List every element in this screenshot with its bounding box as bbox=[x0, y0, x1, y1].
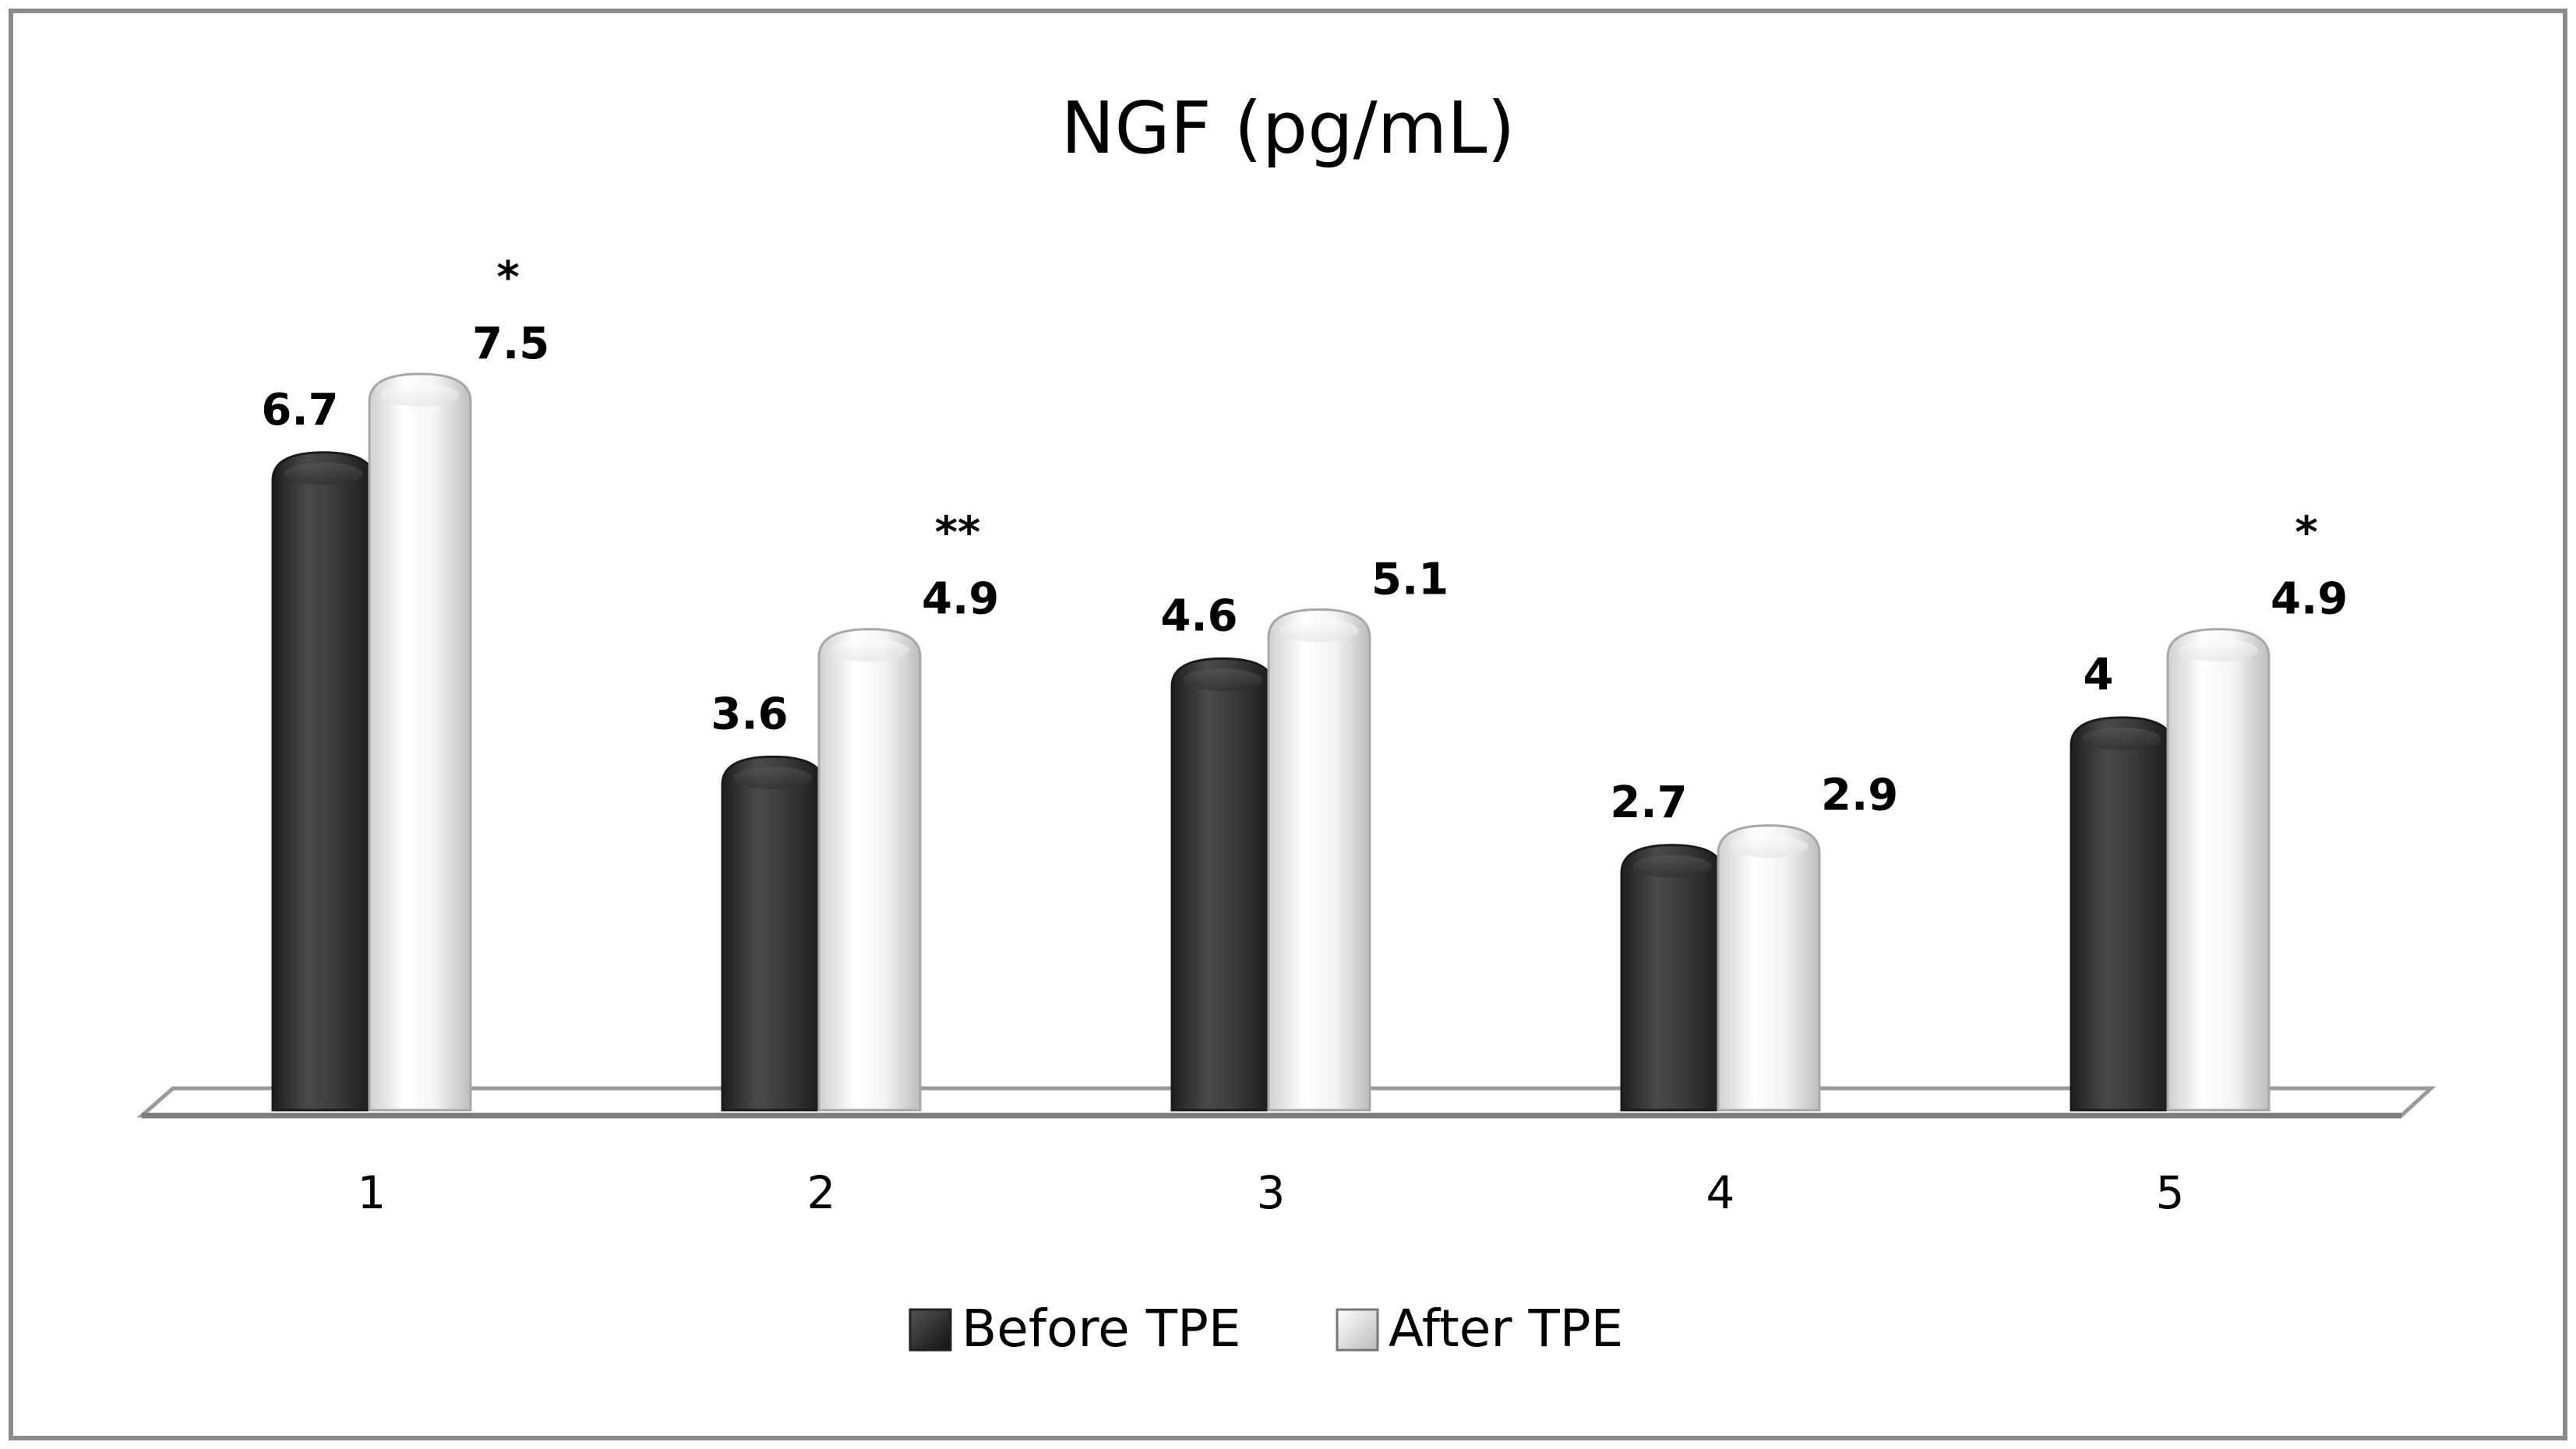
labels-layer: 6.7 7.5 * 3.6 4.9 ** 4.6 5.1 2.7 2.9 4 4.9 * bbox=[261, 252, 2348, 828]
bar-after-3 bbox=[1267, 608, 1371, 1112]
bar-after-4 bbox=[1717, 824, 1821, 1112]
data-label-before-2: 3.6 bbox=[711, 689, 788, 739]
data-label-after-4: 2.9 bbox=[1821, 770, 1898, 821]
bars-layer bbox=[271, 372, 2271, 1112]
bar-cap-after-4 bbox=[1729, 835, 1808, 858]
bar-after-5 bbox=[2166, 628, 2271, 1112]
bar-cap-before-4 bbox=[1632, 855, 1712, 878]
bar-cap-before-3 bbox=[1183, 668, 1262, 691]
x-axis-ticks: 1 2 3 4 5 bbox=[358, 1166, 2185, 1219]
bar-cap-after-3 bbox=[1279, 619, 1359, 642]
bar-before-4 bbox=[1620, 844, 1724, 1112]
bar-cap-before-2 bbox=[733, 767, 813, 789]
significance-marker-5: * bbox=[2295, 508, 2317, 559]
x-tick-label-1: 1 bbox=[358, 1166, 386, 1219]
data-label-before-5: 4 bbox=[2084, 650, 2114, 700]
bar-cap-after-5 bbox=[2179, 639, 2258, 662]
bar-cap-before-5 bbox=[2082, 728, 2161, 750]
data-label-before-4: 2.7 bbox=[1610, 777, 1687, 828]
x-tick-label-5: 5 bbox=[2156, 1166, 2185, 1219]
significance-marker-2: ** bbox=[935, 508, 981, 559]
x-tick-label-2: 2 bbox=[807, 1166, 836, 1219]
bar-before-1 bbox=[271, 451, 376, 1112]
data-label-after-3: 5.1 bbox=[1371, 554, 1449, 605]
legend-swatch-after bbox=[1336, 1308, 1379, 1352]
legend: Before TPE After TPE bbox=[909, 1299, 1623, 1359]
data-label-before-1: 6.7 bbox=[261, 385, 338, 435]
x-tick-label-4: 4 bbox=[1706, 1166, 1735, 1219]
data-label-after-1: 7.5 bbox=[472, 319, 549, 369]
bar-cap-after-2 bbox=[830, 639, 909, 662]
bar-before-2 bbox=[721, 755, 825, 1112]
chart-title: NGF (pg/mL) bbox=[1061, 86, 1516, 170]
legend-label-before: Before TPE bbox=[962, 1299, 1241, 1359]
data-label-after-2: 4.9 bbox=[922, 574, 999, 625]
legend-swatch-before bbox=[909, 1308, 952, 1352]
bar-cap-after-1 bbox=[380, 384, 460, 407]
bar-before-3 bbox=[1170, 657, 1275, 1112]
bar-cap-before-1 bbox=[284, 462, 363, 485]
x-tick-label-3: 3 bbox=[1257, 1166, 1286, 1219]
significance-marker-1: * bbox=[496, 252, 519, 303]
bar-before-5 bbox=[2070, 716, 2174, 1112]
legend-label-after: After TPE bbox=[1389, 1299, 1623, 1359]
data-label-before-3: 4.6 bbox=[1160, 591, 1237, 641]
data-label-after-5: 4.9 bbox=[2271, 574, 2348, 625]
bar-after-2 bbox=[817, 628, 922, 1112]
bar-after-1 bbox=[368, 372, 472, 1112]
